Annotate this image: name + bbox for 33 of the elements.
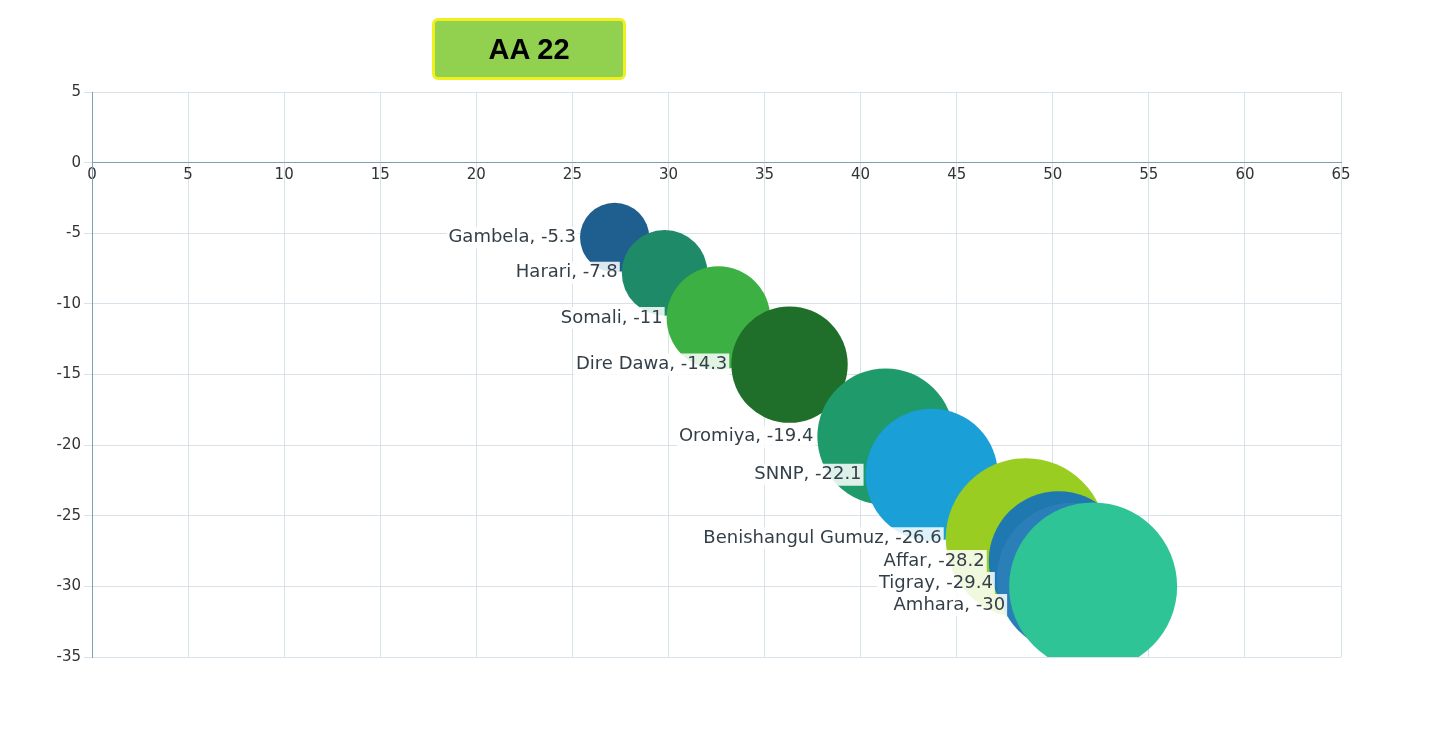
- y-tick-label: -25: [56, 505, 81, 524]
- y-tick-label: 0: [71, 152, 81, 171]
- x-tick-label: 50: [1043, 164, 1063, 183]
- y-tick-label: -5: [66, 223, 81, 242]
- y-tick-label: -35: [56, 646, 81, 665]
- data-label: Harari, -7.8: [515, 260, 618, 282]
- data-label: Amhara, -30: [893, 592, 1006, 614]
- chart-title: AA 22: [432, 18, 626, 80]
- x-tick-label: 5: [183, 164, 193, 183]
- x-tick-label: 15: [370, 164, 390, 183]
- x-tick-label: 10: [274, 164, 294, 183]
- x-tick-label: 40: [851, 164, 871, 183]
- y-tick-label: -20: [56, 435, 81, 454]
- x-tick-label: 20: [466, 164, 486, 183]
- data-label: Somali, -11: [560, 305, 663, 327]
- data-label: Oromiya, -19.4: [678, 424, 814, 446]
- x-tick-label: 60: [1235, 164, 1255, 183]
- data-label: Tigray, -29.4: [877, 570, 993, 592]
- data-label: Benishangul Gumuz, -26.6: [703, 526, 942, 548]
- data-label: Dire Dawa, -14.3: [575, 352, 728, 374]
- y-tick-label: 5: [71, 81, 81, 100]
- y-tick-label: -10: [56, 293, 81, 312]
- y-tick-label: -30: [56, 576, 81, 595]
- x-tick-label: 25: [562, 164, 582, 183]
- data-label: SNNP, -22.1: [754, 462, 862, 484]
- data-label: Gambela, -5.3: [448, 225, 577, 247]
- x-tick-label: 55: [1139, 164, 1159, 183]
- x-tick-label: 65: [1331, 164, 1351, 183]
- y-tick-label: -15: [56, 364, 81, 383]
- x-tick-label: 45: [947, 164, 967, 183]
- data-label: Affar, -28.2: [883, 548, 985, 570]
- x-tick-label: 30: [658, 164, 679, 183]
- x-tick-label: 35: [754, 164, 775, 183]
